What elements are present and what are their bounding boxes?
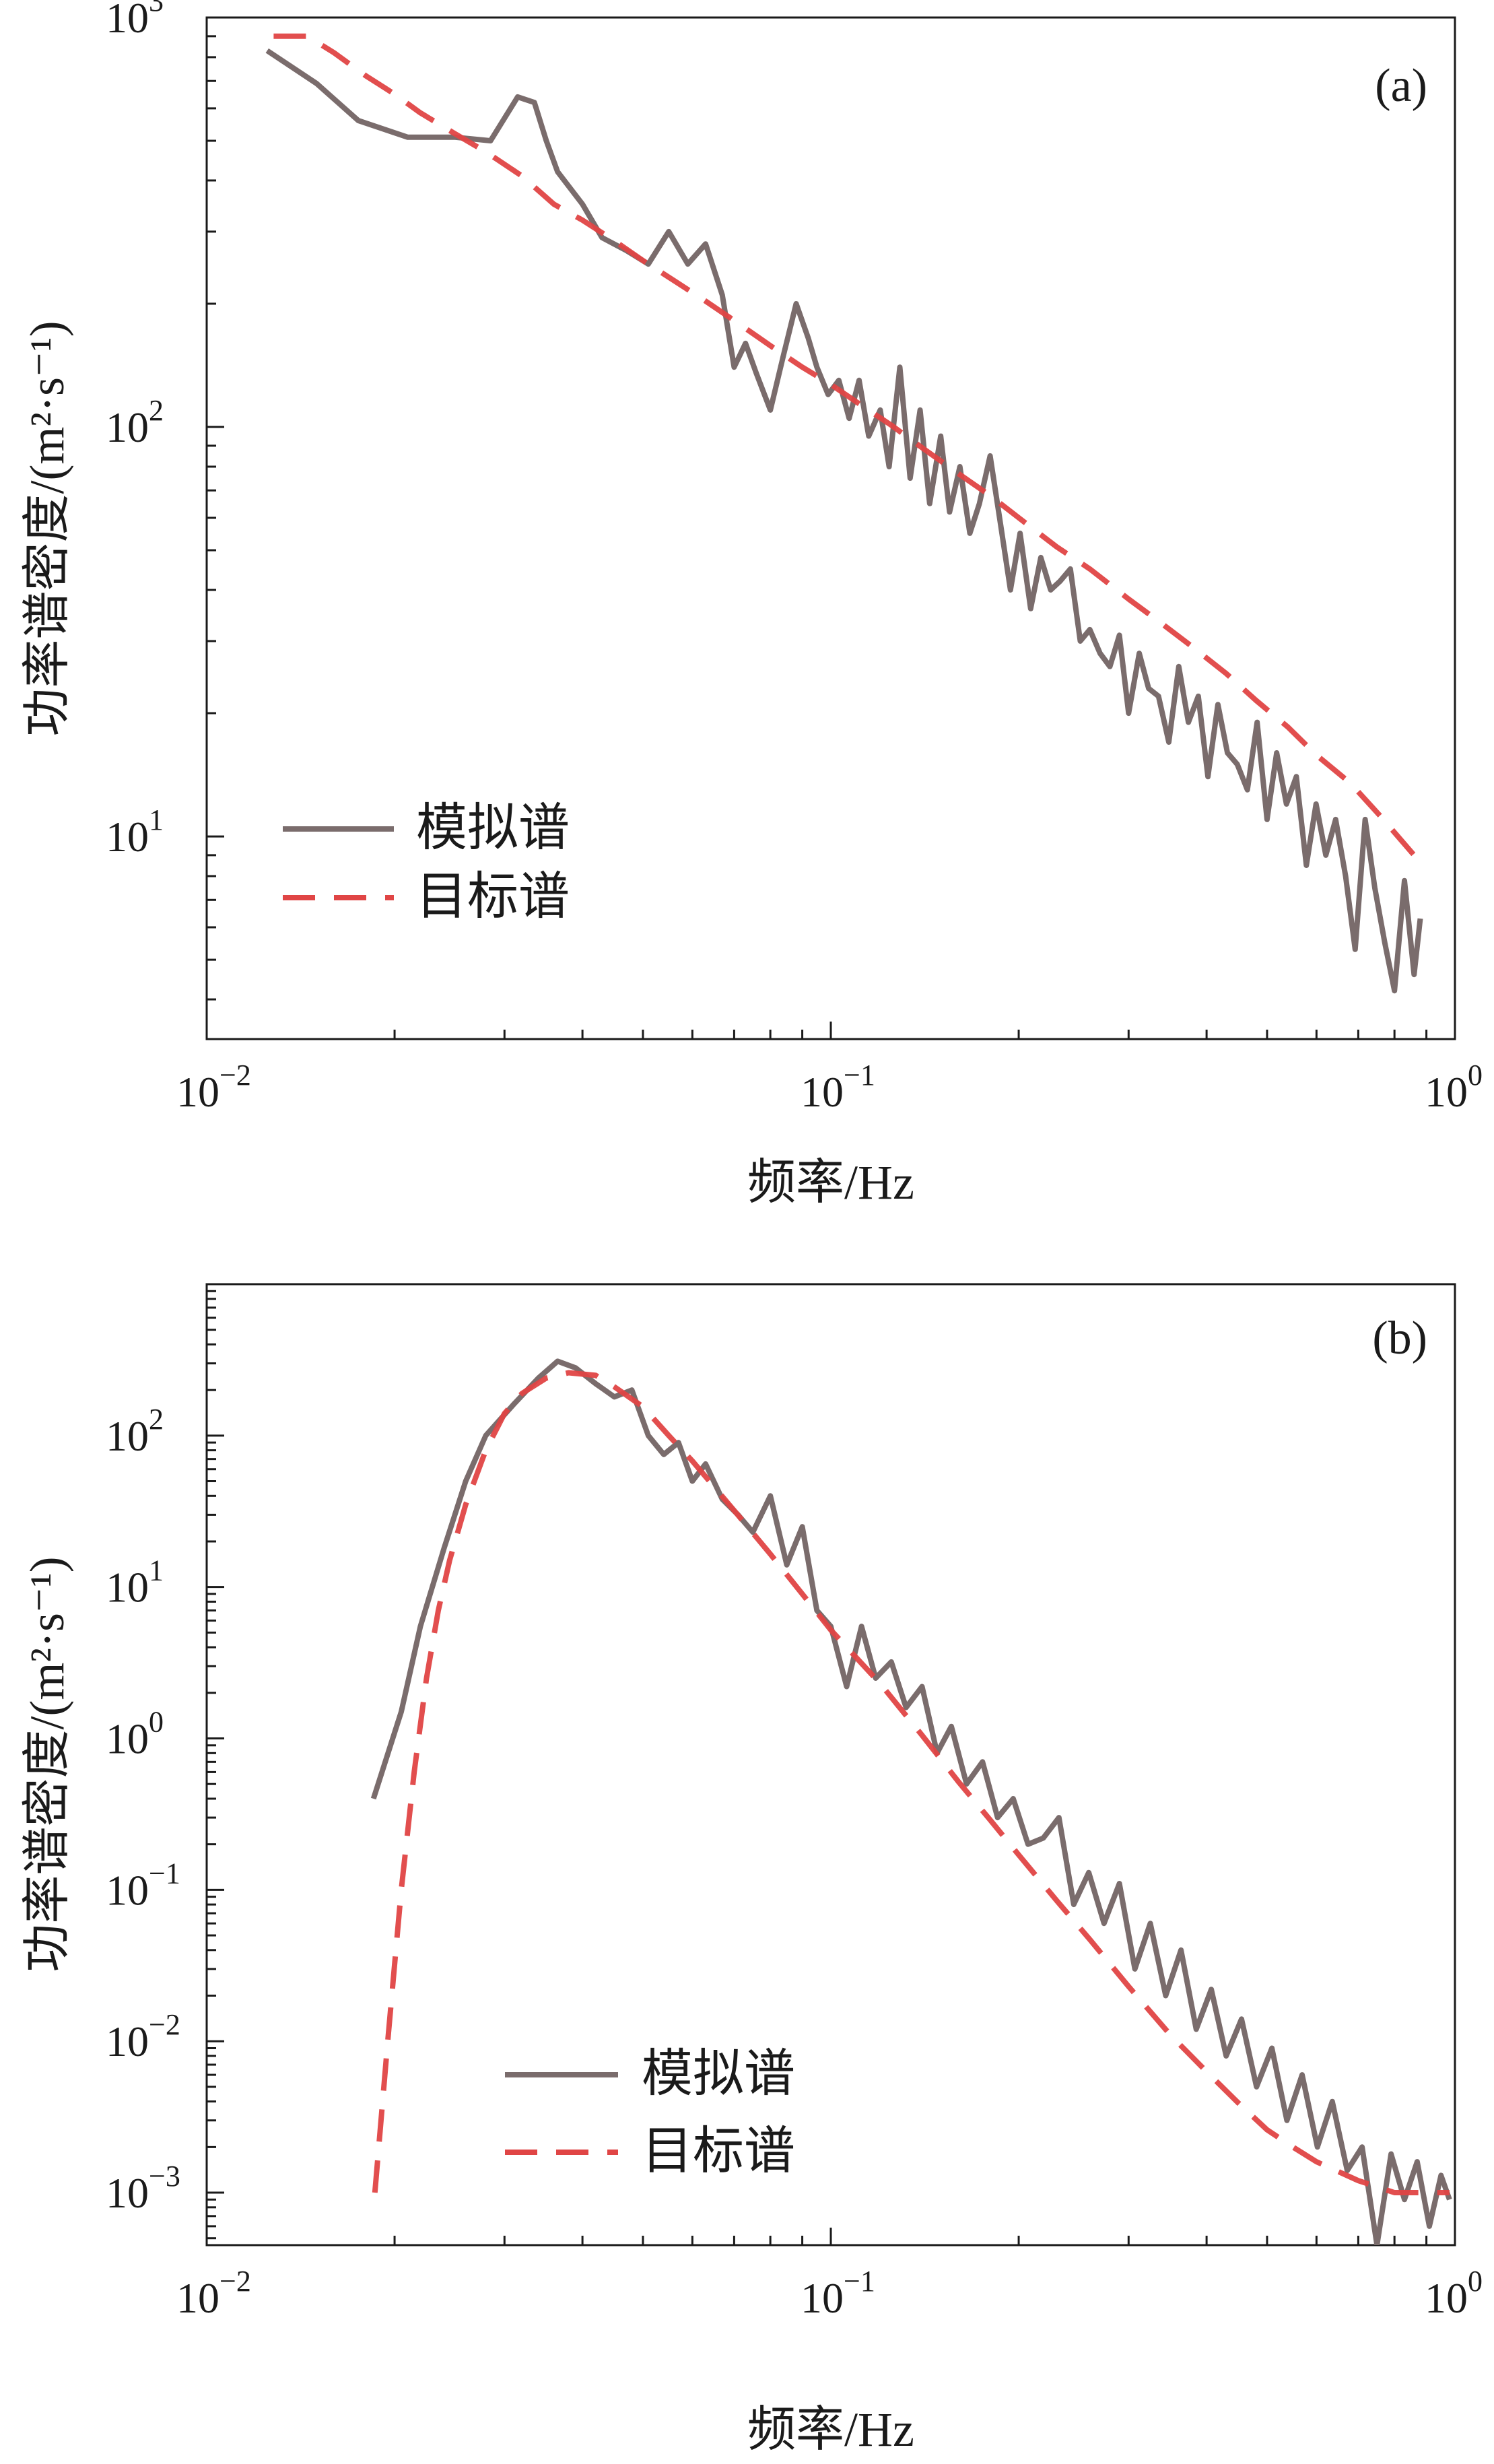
x-tick-label-base: 10 — [176, 2274, 219, 2322]
y-tick-label-base: 10 — [106, 813, 149, 861]
y-tick-label-base: 10 — [106, 1412, 149, 1460]
y-tick-label: 102 — [106, 1403, 164, 1460]
x-tick-label: 10−2 — [176, 1059, 251, 1116]
x-tick-label-exponent: −1 — [844, 2265, 875, 2298]
y-tick-label-base: 10 — [106, 1715, 149, 1763]
y-tick-label-base: 10 — [106, 2169, 149, 2217]
x-tick-label: 10−1 — [801, 1059, 875, 1116]
panel-label: (b) — [1372, 1312, 1427, 1364]
x-tick-label-exponent: −1 — [844, 1059, 875, 1092]
simulated-spectrum-line — [265, 48, 1423, 994]
panel-a: 10−2 10−1 100101102103频率/Hz功率谱密度/(m²·s⁻¹)(… — [20, 0, 1483, 1209]
x-tick-label-exponent: −2 — [219, 1059, 251, 1092]
x-tick-label: 10−2 — [176, 2265, 251, 2322]
y-tick-label-base: 10 — [106, 1564, 149, 1611]
y-tick-label: 102 — [106, 394, 164, 451]
y-tick-label-exponent: 2 — [149, 1403, 164, 1436]
y-tick-label: 10−3 — [106, 2160, 180, 2217]
plot-frame — [205, 1283, 1456, 2246]
x-tick-label-exponent: 0 — [1468, 1059, 1483, 1092]
y-tick-label: 103 — [106, 0, 164, 42]
legend-label: 目标谱 — [416, 869, 570, 925]
y-tick-label-exponent: −2 — [149, 2008, 180, 2041]
y-tick-label: 10−1 — [106, 1857, 180, 1914]
y-tick-label-base: 10 — [106, 1866, 149, 1914]
legend-label: 目标谱 — [642, 2123, 795, 2180]
x-tick-label-base: 10 — [1425, 2274, 1468, 2322]
y-tick-label-exponent: 0 — [149, 1706, 164, 1739]
y-axis-label: 功率谱密度/(m²·s⁻¹) — [20, 321, 74, 736]
x-tick-label-base: 10 — [801, 1068, 844, 1116]
y-tick-label-exponent: 1 — [149, 1554, 164, 1587]
x-axis-label: 频率/Hz — [747, 2403, 914, 2457]
y-tick-label-exponent: 2 — [149, 394, 164, 427]
x-tick-label-base: 10 — [1425, 1068, 1468, 1116]
panel-b: 10−2 10−1 10010−310−210−1100101102频率/Hz功率谱… — [20, 1283, 1483, 2457]
y-tick-label-base: 10 — [106, 403, 149, 451]
y-tick-label-exponent: 3 — [149, 0, 164, 18]
target-spectrum-line — [273, 33, 1417, 857]
x-tick-label: 100 — [1425, 1059, 1483, 1116]
x-tick-label-exponent: −2 — [219, 2265, 251, 2298]
y-tick-label: 101 — [106, 803, 164, 861]
panel-label: (a) — [1375, 60, 1427, 112]
x-tick-label: 10−1 — [801, 2265, 875, 2322]
legend-label: 模拟谱 — [416, 800, 570, 857]
y-axis-label: 功率谱密度/(m²·s⁻¹) — [20, 1556, 74, 1972]
y-tick-label: 100 — [106, 1706, 164, 1763]
x-tick-label: 100 — [1425, 2265, 1483, 2322]
plot-frame — [205, 16, 1456, 1040]
y-tick-label: 10−2 — [106, 2008, 180, 2065]
x-tick-label-base: 10 — [801, 2274, 844, 2322]
y-tick-label-exponent: 1 — [149, 803, 164, 836]
legend-label: 模拟谱 — [642, 2046, 795, 2102]
y-tick-label-base: 10 — [106, 0, 149, 42]
y-tick-label-base: 10 — [106, 2018, 149, 2065]
y-tick-label: 101 — [106, 1554, 164, 1611]
x-tick-label-base: 10 — [176, 1068, 219, 1116]
target-spectrum-line — [372, 1370, 1450, 2195]
y-tick-label-exponent: −1 — [149, 1857, 180, 1890]
y-tick-label-exponent: −3 — [149, 2160, 180, 2193]
x-tick-label-exponent: 0 — [1468, 2265, 1483, 2298]
simulated-spectrum-line — [370, 1358, 1452, 2245]
x-axis-label: 频率/Hz — [747, 1156, 914, 1209]
